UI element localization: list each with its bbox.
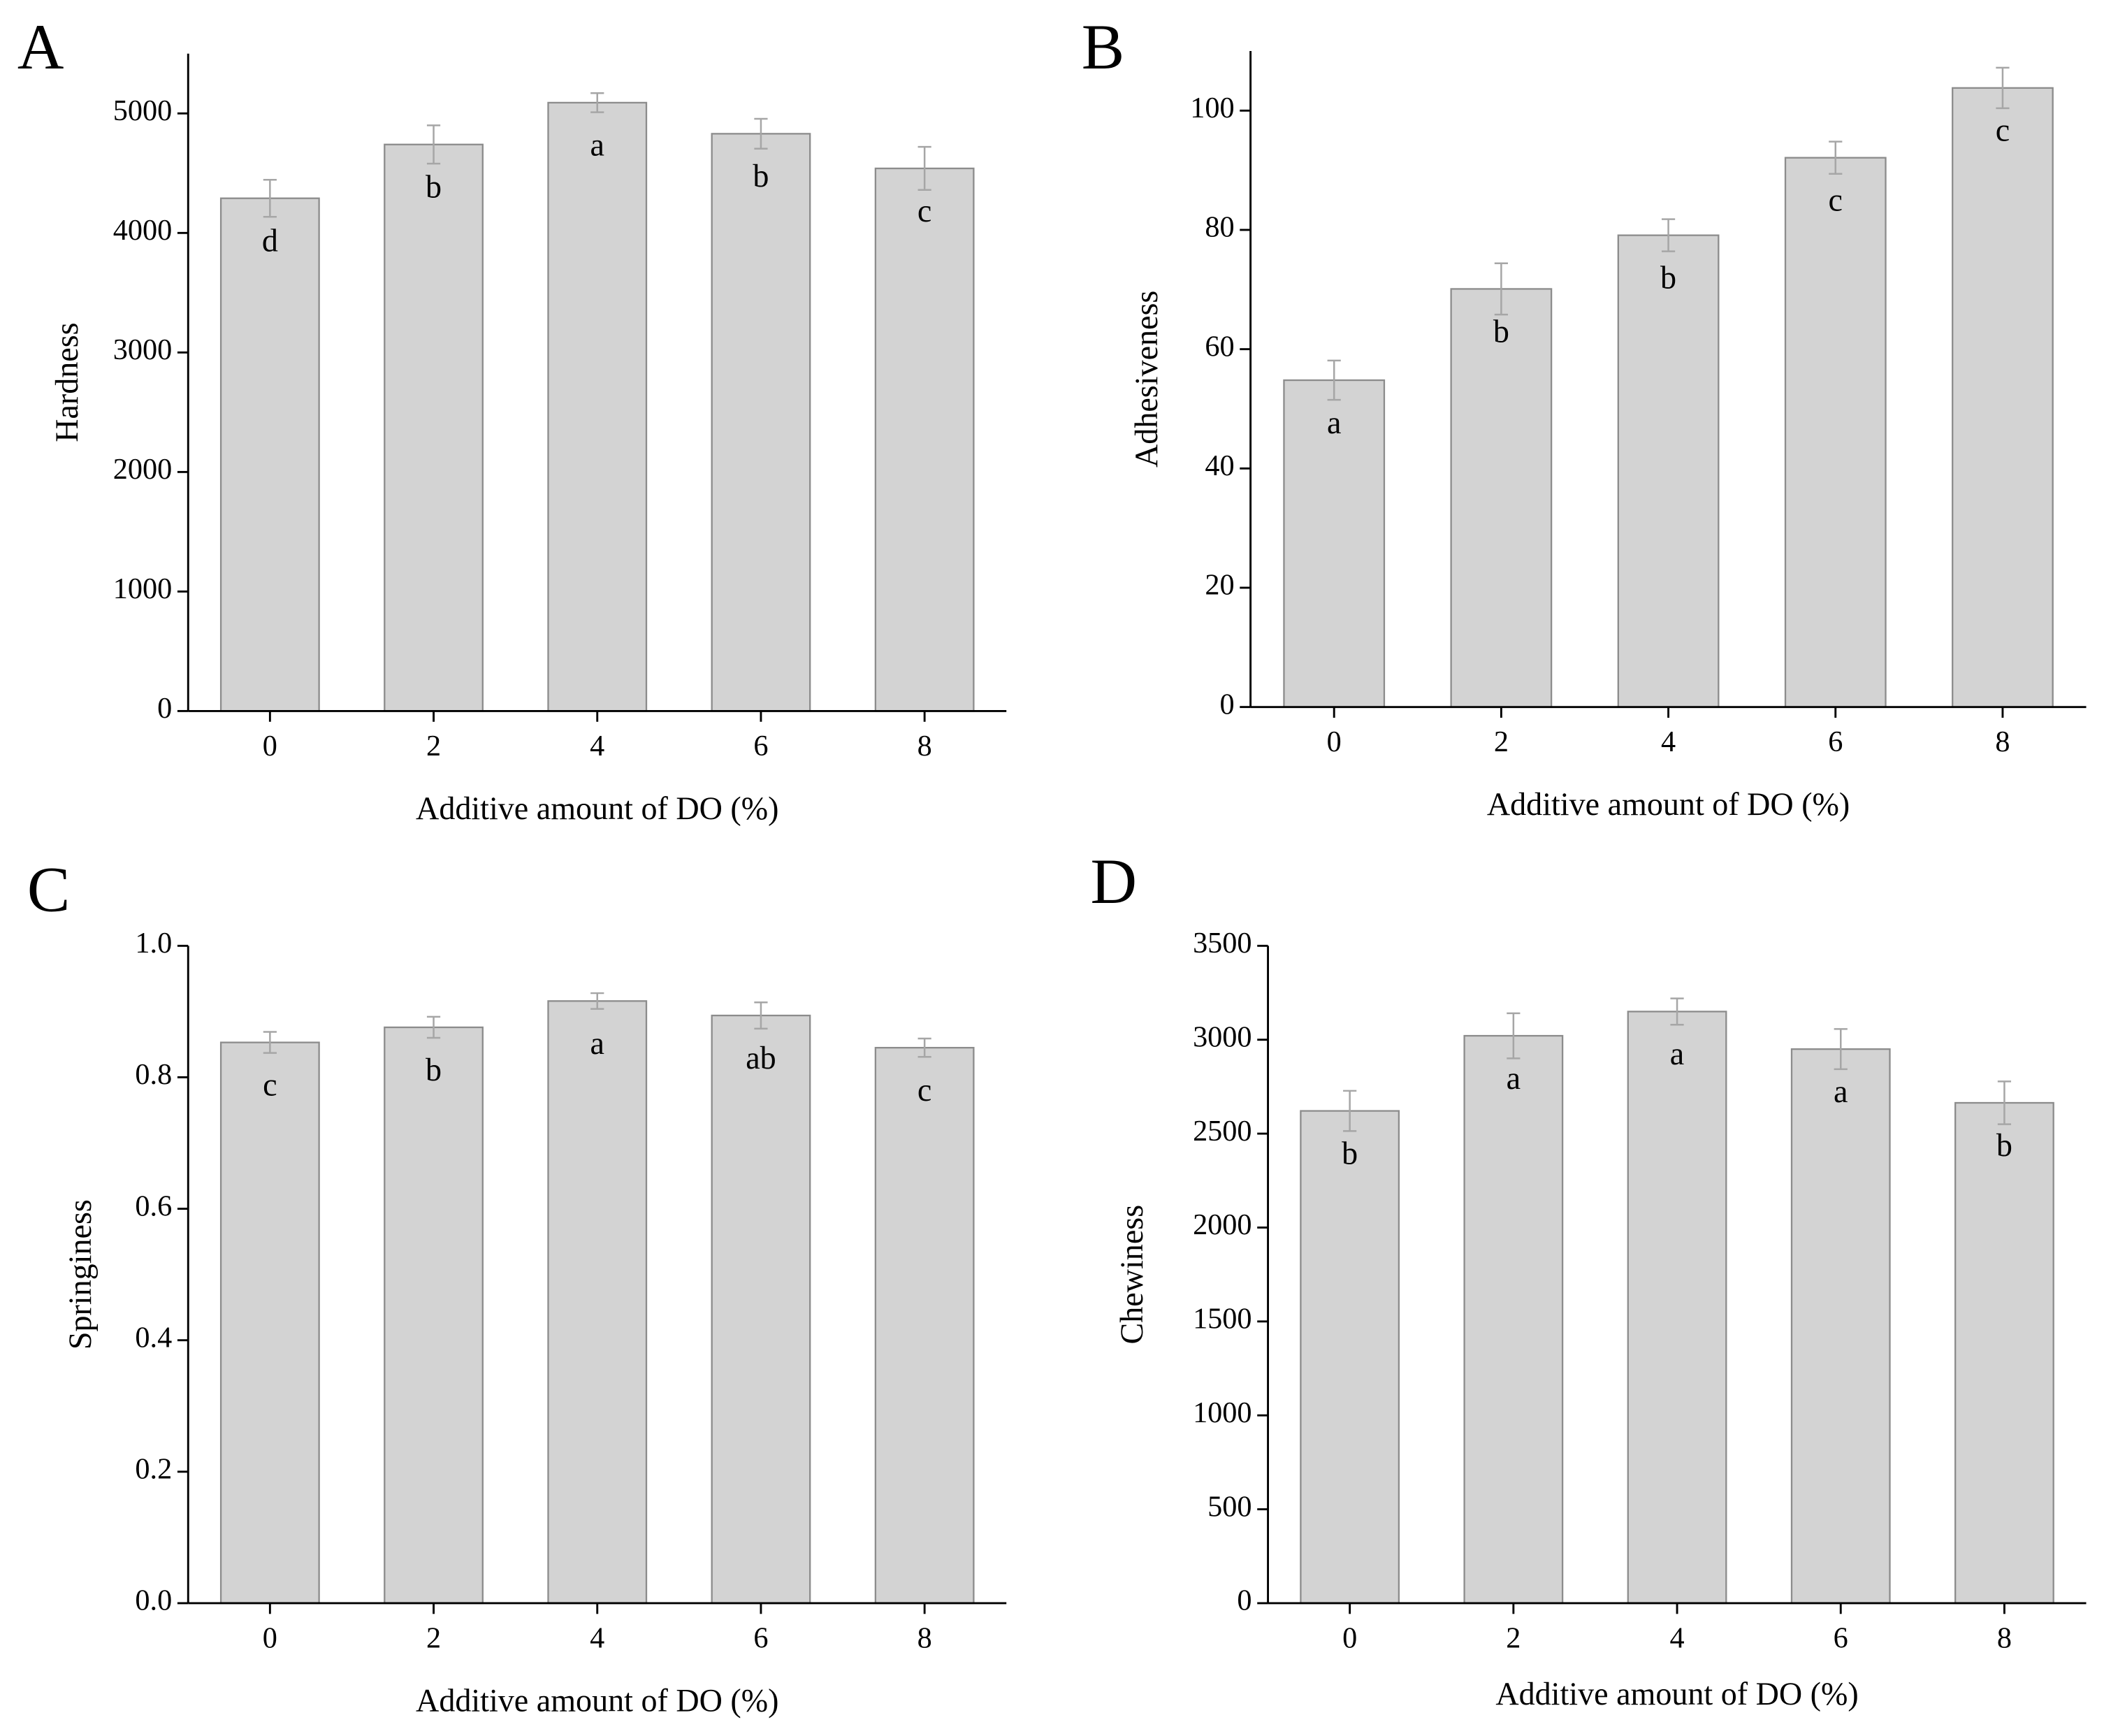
y-tick-label: 0.6 (135, 1189, 172, 1222)
y-tick-label: 40 (1205, 449, 1234, 482)
bar (547, 101, 648, 712)
y-tick-label: 1000 (1193, 1396, 1251, 1429)
x-tick-label: 2 (1494, 725, 1509, 758)
y-tick-label: 0 (157, 692, 172, 725)
y-tick-label: 2500 (1193, 1115, 1251, 1148)
x-tick-label: 4 (1661, 725, 1676, 758)
y-tick-label: 20 (1205, 569, 1234, 602)
significance-label: a (590, 127, 604, 163)
y-tick-label: 2000 (113, 453, 172, 486)
y-tick-label: 80 (1205, 211, 1234, 244)
y-tick-label: 0 (1219, 688, 1234, 721)
bar (1300, 1110, 1400, 1605)
bar (1790, 1048, 1891, 1605)
significance-label: ab (746, 1040, 776, 1076)
y-tick-label: 3500 (1193, 927, 1251, 960)
y-tick-label: 1.0 (135, 927, 172, 960)
y-axis-label: Chewiness (1114, 1205, 1149, 1345)
y-tick-label: 0.8 (135, 1058, 172, 1091)
significance-label: c (1996, 113, 2010, 148)
x-tick-label: 8 (1997, 1621, 2012, 1654)
y-axis-label: Hardness (49, 322, 85, 442)
bar (219, 1041, 320, 1605)
y-tick-label: 3000 (113, 333, 172, 366)
x-tick-label: 2 (426, 730, 441, 762)
y-tick-label: 3000 (1193, 1020, 1251, 1053)
y-tick-label: 60 (1205, 330, 1234, 363)
significance-label: c (1829, 182, 1843, 218)
y-tick-label: 1500 (1193, 1303, 1251, 1336)
x-tick-label: 6 (1834, 1621, 1848, 1654)
y-tick-label: 0.4 (135, 1321, 172, 1354)
significance-label: a (1834, 1073, 1848, 1109)
bar (547, 1000, 648, 1605)
x-tick-label: 4 (1669, 1621, 1684, 1654)
x-tick-label: 2 (426, 1621, 441, 1654)
x-tick-label: 0 (1327, 725, 1342, 758)
x-tick-label: 0 (263, 730, 277, 762)
x-tick-label: 8 (1995, 725, 2010, 758)
x-tick-label: 2 (1506, 1621, 1521, 1654)
significance-label: d (262, 223, 278, 259)
y-tick-label: 1000 (113, 572, 172, 605)
y-axis-label: Springiness (62, 1199, 98, 1350)
y-axis-label: Adhesiveness (1129, 291, 1164, 468)
panel-label: C (27, 853, 70, 925)
bar (219, 197, 320, 712)
bar (874, 1046, 975, 1605)
y-tick-label: 0.0 (135, 1584, 172, 1617)
significance-label: b (426, 1052, 442, 1087)
significance-label: b (1493, 313, 1509, 349)
x-tick-label: 4 (590, 730, 604, 762)
panel-label: A (17, 11, 64, 82)
bar (384, 1026, 484, 1605)
y-tick-label: 2000 (1193, 1208, 1251, 1241)
significance-label: b (1660, 259, 1676, 295)
x-axis-label: Additive amount of DO (%) (416, 790, 778, 826)
bar (1463, 1034, 1564, 1605)
y-tick-label: 0.2 (135, 1453, 172, 1486)
y-tick-label: 5000 (113, 94, 172, 127)
y-tick-label: 100 (1190, 92, 1234, 124)
x-tick-label: 6 (1828, 725, 1843, 758)
bar (1954, 1101, 2054, 1605)
bar (874, 167, 975, 712)
x-axis-label: Additive amount of DO (%) (1495, 1676, 1858, 1712)
significance-label: c (917, 1072, 931, 1108)
panel-label: D (1091, 846, 1138, 917)
significance-label: b (1996, 1127, 2012, 1163)
x-tick-label: 6 (753, 1621, 768, 1654)
bar (1952, 87, 2054, 708)
bar (384, 143, 484, 712)
bar (1784, 157, 1887, 708)
significance-label: a (1507, 1060, 1521, 1096)
y-tick-label: 0 (1237, 1584, 1251, 1617)
x-tick-label: 0 (1342, 1621, 1357, 1654)
x-tick-label: 6 (753, 730, 768, 762)
significance-label: b (1342, 1135, 1358, 1171)
significance-label: a (1670, 1036, 1684, 1071)
y-tick-label: 500 (1207, 1490, 1251, 1523)
bar (1627, 1011, 1727, 1605)
significance-label: b (753, 158, 769, 194)
x-tick-label: 0 (263, 1621, 277, 1654)
x-tick-label: 4 (590, 1621, 604, 1654)
bar (1617, 234, 1720, 708)
significance-label: b (426, 169, 442, 205)
bar (1450, 288, 1553, 708)
x-axis-label: Additive amount of DO (%) (1487, 786, 1850, 822)
panel-label: B (1082, 11, 1124, 82)
significance-label: a (590, 1025, 604, 1061)
significance-label: c (917, 193, 931, 229)
x-tick-label: 8 (917, 730, 932, 762)
x-axis-label: Additive amount of DO (%) (416, 1683, 778, 1719)
x-tick-label: 8 (917, 1621, 932, 1654)
bar (711, 133, 811, 712)
y-tick-label: 4000 (113, 214, 172, 247)
significance-label: c (263, 1066, 277, 1102)
bar (711, 1014, 811, 1605)
significance-label: a (1327, 405, 1341, 440)
